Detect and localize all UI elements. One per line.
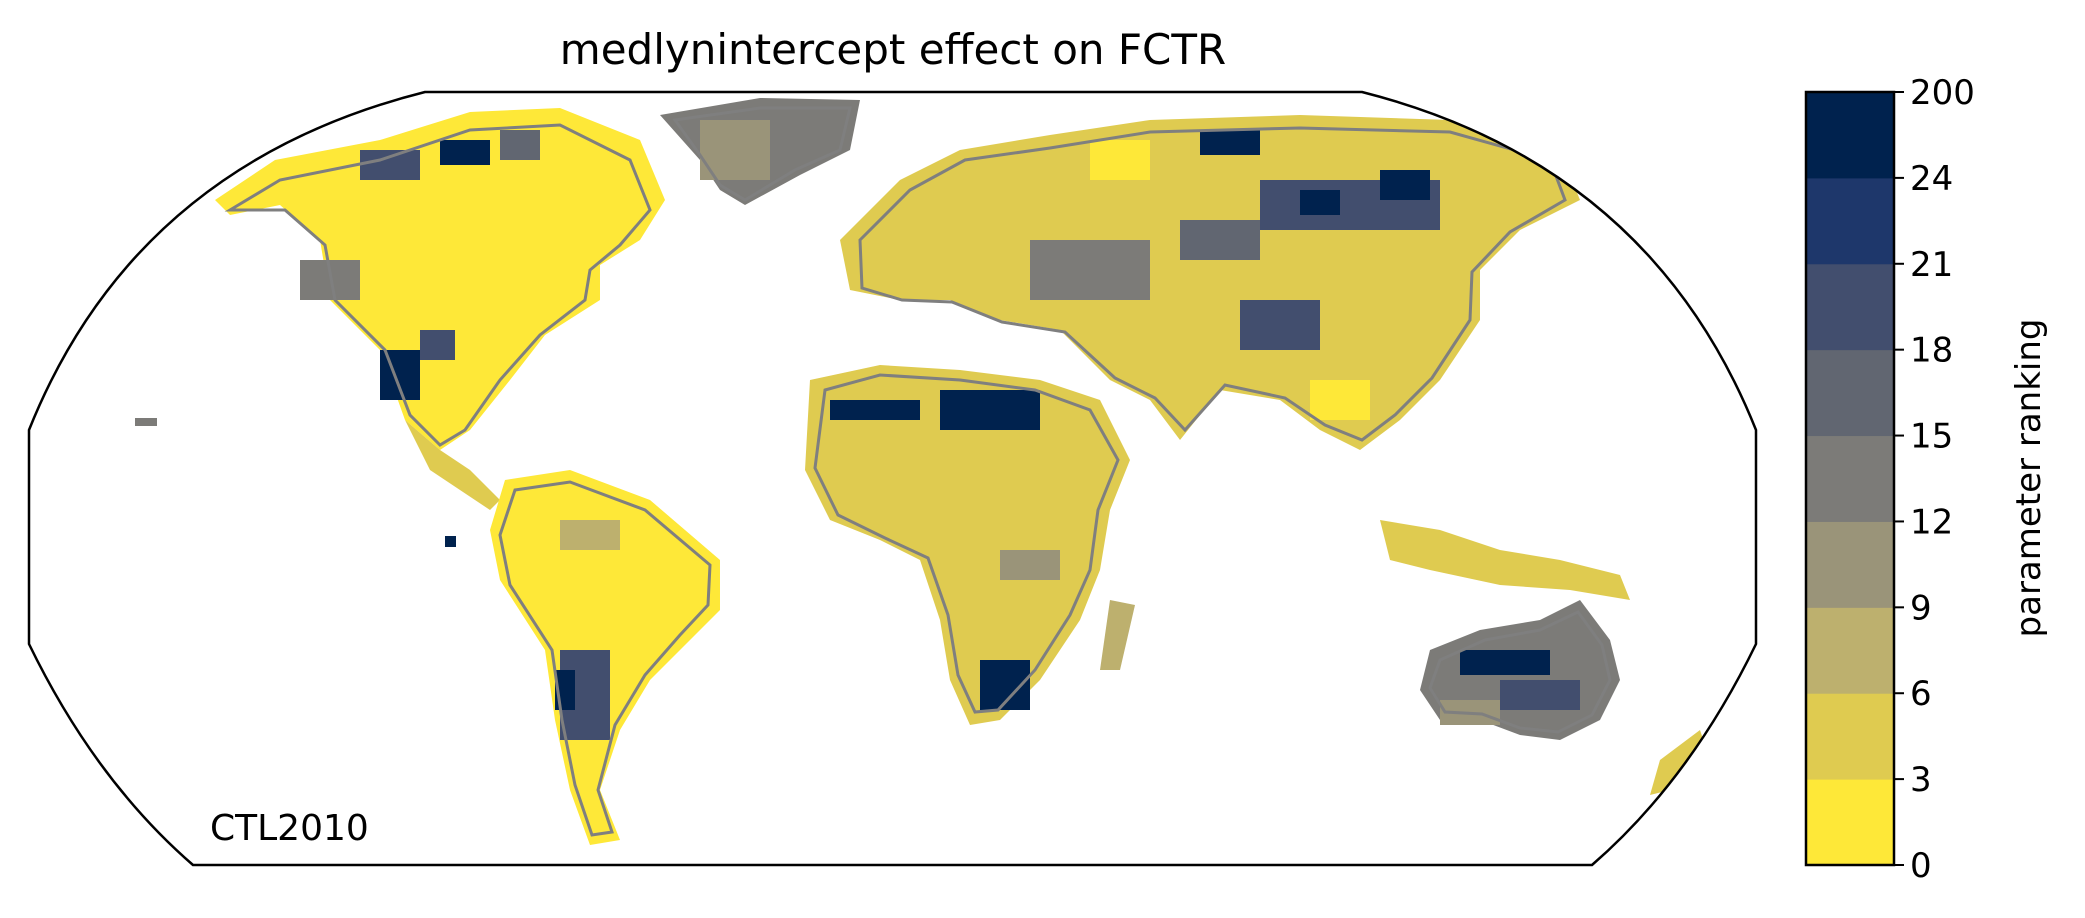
colorbar-tick-label: 200 [1910, 73, 1975, 113]
colorbar-tick-label: 24 [1910, 159, 1953, 199]
panel-label: CTL2010 [210, 808, 369, 849]
map-title: medlynintercept effect on FCTR [560, 25, 1226, 74]
colorbar-ticks: 0 3 6 9 12 15 18 21 24 200 [1894, 73, 1975, 886]
colorbar-swatch [1806, 435, 1894, 522]
colorbar-tick-label: 12 [1910, 502, 1953, 542]
land-se-asia [1380, 520, 1630, 600]
land-central-america [405, 420, 500, 510]
map-frame [27, 90, 1758, 867]
colorbar-swatch [1806, 177, 1894, 265]
land-madagascar [1100, 600, 1135, 670]
colorbar-swatch [1806, 693, 1894, 780]
colorbar-tick-label: 18 [1910, 331, 1953, 371]
colorbar-tick-label: 21 [1910, 245, 1953, 285]
colorbar: 0 3 6 9 12 15 18 21 24 200 parameter ranking [1804, 73, 2049, 886]
colorbar-frame [1804, 90, 1896, 867]
colorbar-tick-label: 15 [1910, 417, 1953, 457]
colorbar-tick-label: 6 [1910, 674, 1932, 714]
colorbar-tick-label: 3 [1910, 760, 1932, 800]
land-north-america [215, 108, 665, 450]
colorbar-label: parameter ranking [2009, 319, 2049, 638]
colorbar-swatch [1806, 779, 1894, 866]
rank-patches [300, 120, 1580, 740]
colorbar-swatches [1806, 92, 1894, 866]
coastlines [224, 106, 1612, 837]
land-africa [805, 365, 1130, 725]
colorbar-tick-label: 9 [1910, 588, 1932, 628]
colorbar-swatch [1806, 349, 1894, 437]
land-new-zealand [1650, 730, 1705, 795]
colorbar-swatch [1806, 607, 1894, 694]
land-raster [135, 98, 1705, 845]
colorbar-swatch [1806, 521, 1894, 608]
colorbar-swatch [1806, 92, 1894, 179]
colorbar-tick-label: 0 [1910, 846, 1932, 886]
map-panel: CTL2010 [27, 90, 1758, 867]
colorbar-swatch [1806, 263, 1894, 351]
